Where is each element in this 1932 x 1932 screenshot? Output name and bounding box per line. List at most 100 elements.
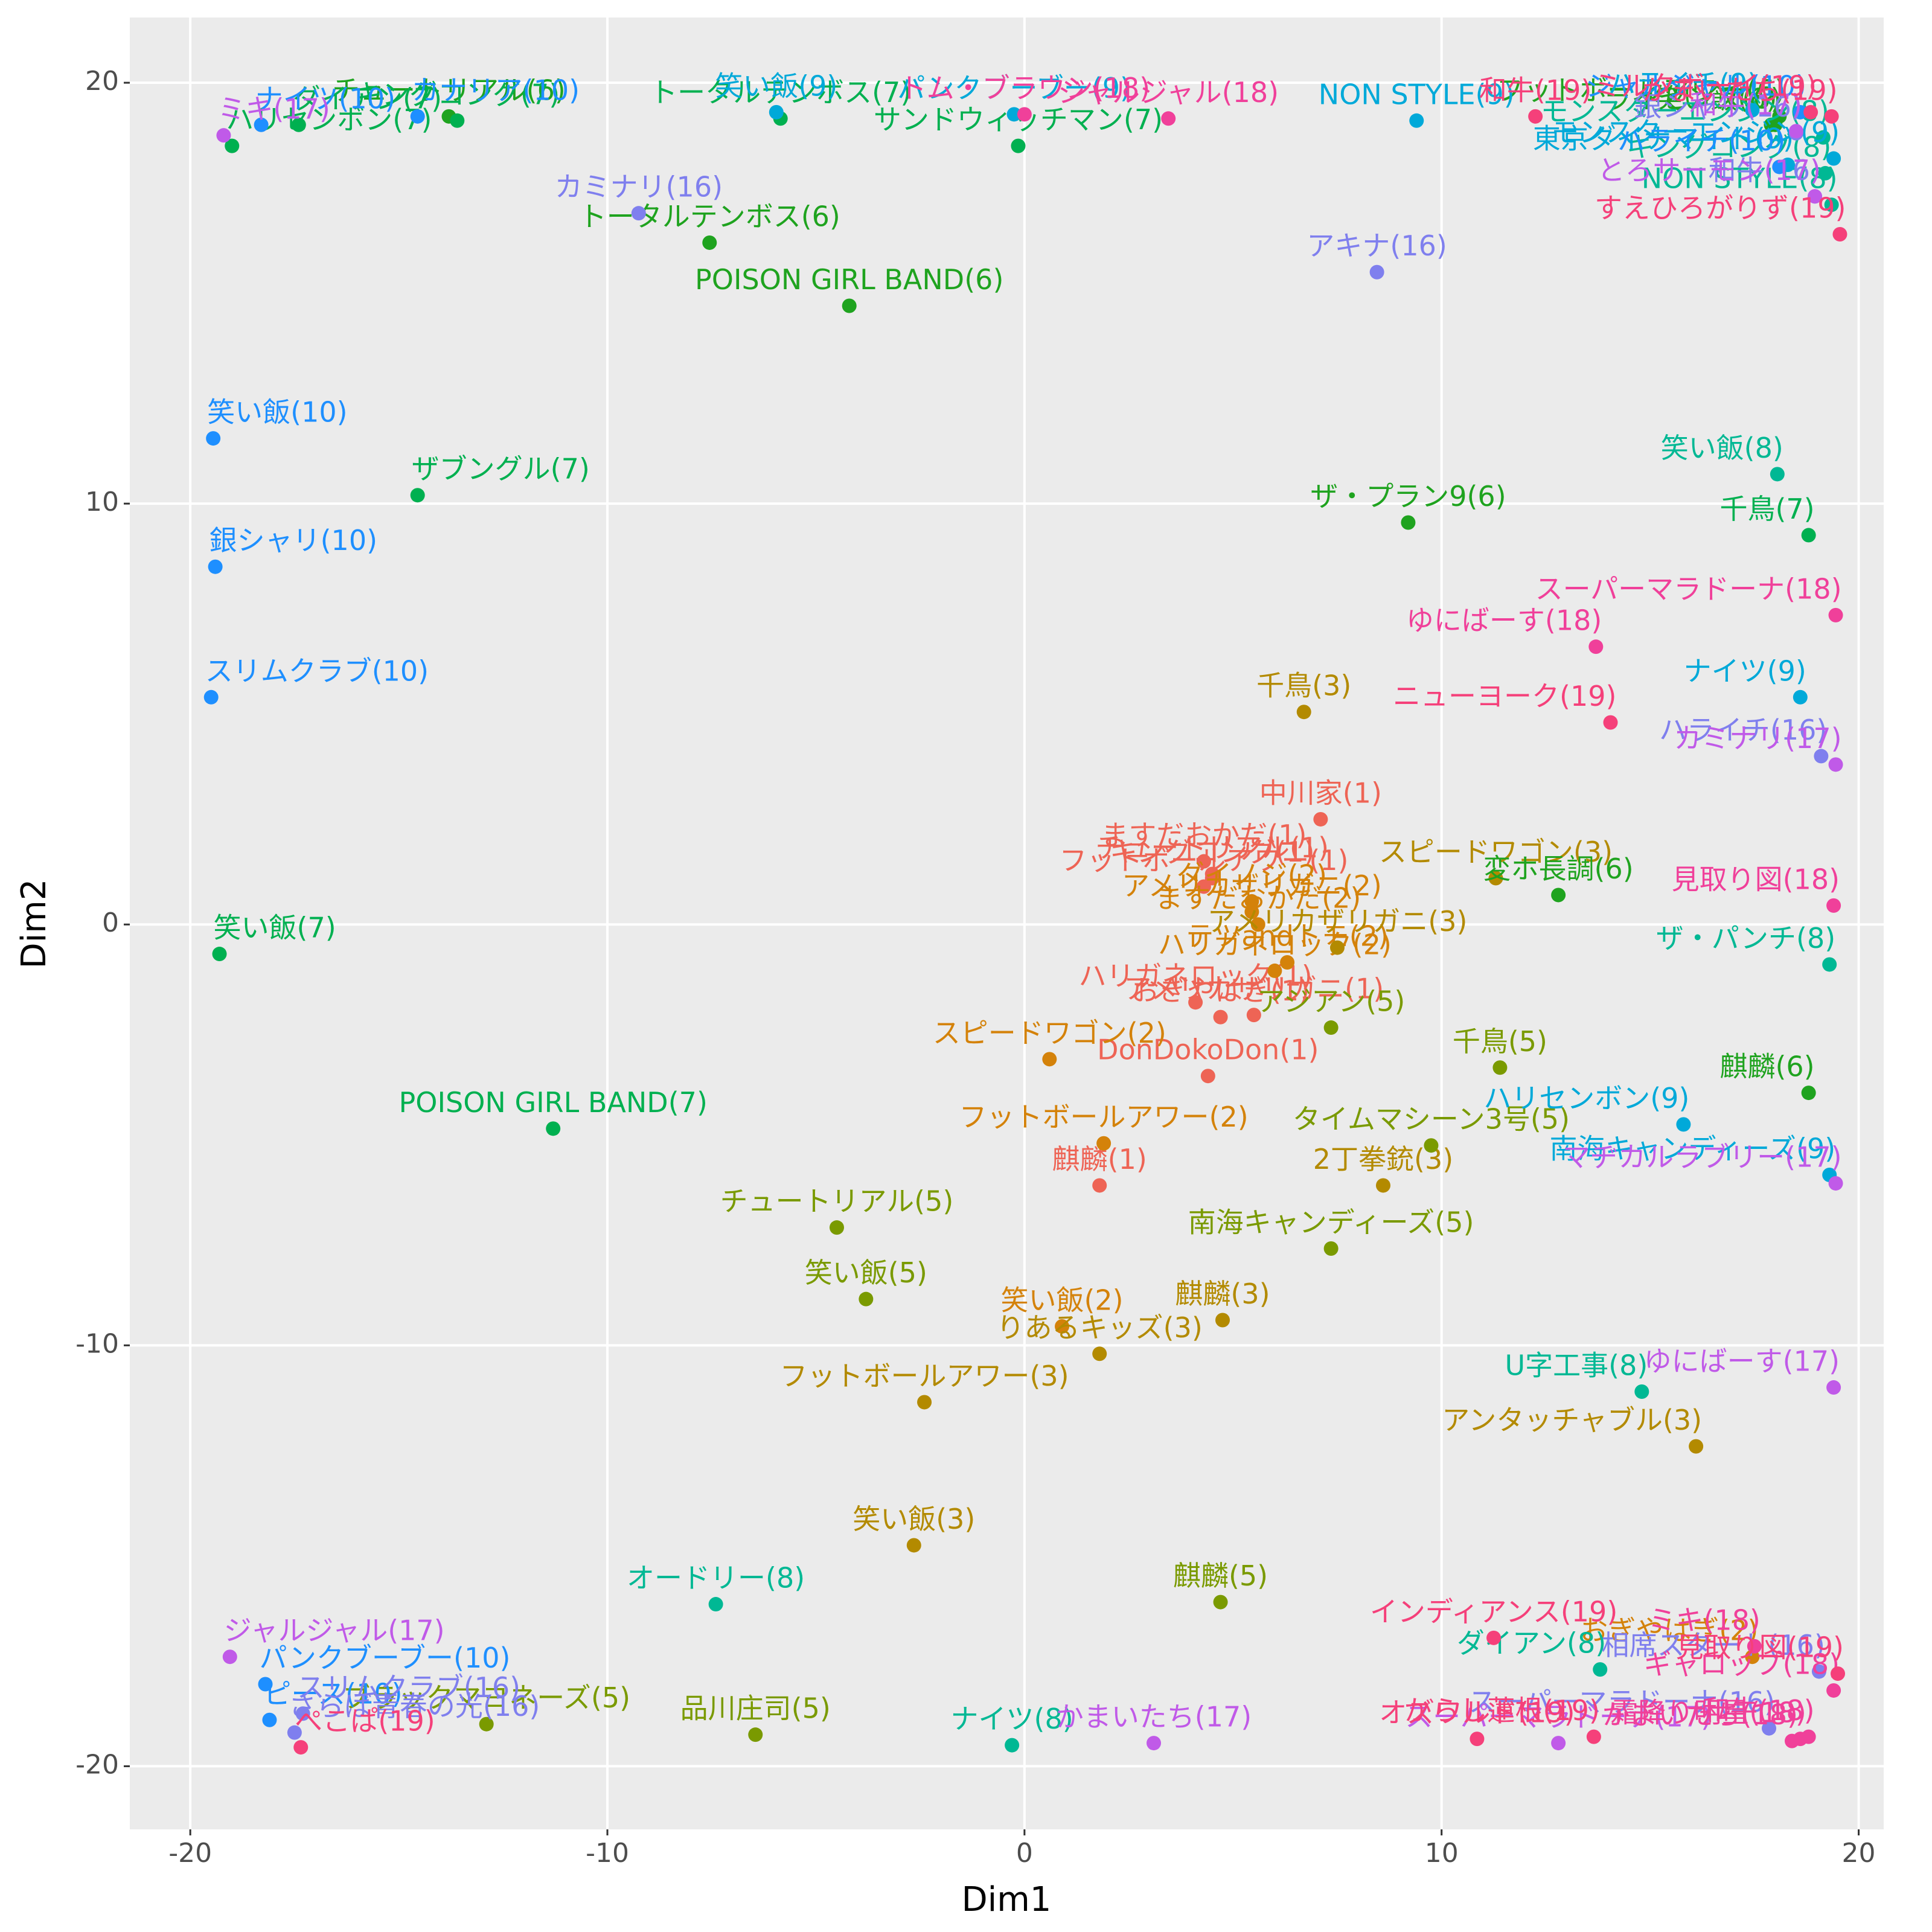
point-label: 変ホ長調(6) <box>1483 852 1634 885</box>
y-tick-label: 10 <box>85 487 119 517</box>
point <box>410 488 425 503</box>
point <box>1011 138 1026 153</box>
point-label: ブラックマヨネーズ(5) <box>342 1681 630 1714</box>
point <box>1689 1439 1704 1454</box>
point-label: ジャルジャル(10) <box>1585 69 1806 102</box>
point <box>1006 107 1022 122</box>
point-label: トム・ブラウン(18) <box>899 72 1150 104</box>
point <box>917 1395 932 1410</box>
point <box>1323 1020 1339 1035</box>
point <box>295 1706 310 1721</box>
point <box>1803 104 1818 120</box>
point-label: 見取り図(19) <box>1676 1631 1844 1664</box>
point <box>1793 689 1808 705</box>
y-axis-title: Dim2 <box>14 879 54 969</box>
point <box>829 1220 844 1235</box>
point <box>1828 757 1843 772</box>
point-label: フットボールアワー(6) <box>1496 74 1785 106</box>
point <box>1788 124 1803 139</box>
point-label: カナリア(10) <box>412 74 580 106</box>
point <box>1747 1639 1762 1654</box>
point <box>1814 749 1829 764</box>
point <box>1818 165 1833 181</box>
point-label: からし蓮根(19) <box>1404 1694 1599 1727</box>
point-label: インディアンス(19) <box>1370 1595 1617 1628</box>
point-label: ダイノジ(2) <box>1177 859 1327 891</box>
point <box>1401 515 1416 530</box>
point <box>1092 1346 1107 1361</box>
point-label: アメリカザリガニ(3) <box>1208 905 1468 938</box>
point <box>1768 117 1783 132</box>
point <box>1369 264 1384 280</box>
point-label: POISON GIRL BAND(7) <box>399 1086 708 1119</box>
point-label: POISON GIRL BAND(6) <box>695 263 1003 296</box>
point <box>1244 894 1259 909</box>
point-label: フットボールアワー(1) <box>1059 844 1348 877</box>
point <box>1196 854 1211 869</box>
point <box>287 1725 302 1740</box>
point-label: チュートリアル(5) <box>720 1185 954 1218</box>
point <box>1042 1052 1057 1067</box>
point <box>222 1649 237 1665</box>
point-label: 相席スタート(16) <box>1601 1629 1825 1662</box>
point-label: 和牛(18) <box>1702 1694 1814 1727</box>
point <box>1762 1721 1777 1736</box>
point-label: 和牛(17) <box>1689 89 1802 121</box>
point-label: 東京ダイナマイト(9) <box>1533 122 1794 155</box>
point-label: スリムクラブ(10) <box>205 654 429 687</box>
point <box>1831 1666 1846 1681</box>
point <box>1588 639 1604 654</box>
x-tick-label: 20 <box>1842 1838 1876 1869</box>
point <box>225 138 240 153</box>
point-label: 中川家(1) <box>1259 776 1382 809</box>
point-label: ハリガネロック(2) <box>1158 928 1392 961</box>
point <box>842 298 857 313</box>
point <box>1793 104 1808 120</box>
point-label: とろサーモン(17) <box>1598 154 1821 187</box>
point <box>1793 1732 1808 1747</box>
point-label: カミナリ(17) <box>1674 722 1841 755</box>
point-label: ますだおかだ(2) <box>1155 882 1361 915</box>
point-label: ぺこぱ(19) <box>295 1705 435 1738</box>
point-label: 笑い飯(3) <box>852 1503 975 1535</box>
point-label: ギャロップ(18) <box>1644 1648 1840 1680</box>
point <box>1296 705 1311 720</box>
x-tick-label: -20 <box>168 1838 212 1869</box>
y-tick-label: 20 <box>85 66 119 97</box>
point-label: ジャルジャル(17) <box>224 1614 445 1647</box>
point-label: 銀シャリ(10) <box>210 524 377 557</box>
point <box>1603 715 1618 730</box>
point-label: 銀シャリ(16) <box>1634 91 1802 123</box>
point-label: ますだおかだ(1) <box>1101 819 1307 851</box>
x-tick-label: 10 <box>1425 1838 1459 1869</box>
point <box>1486 1630 1502 1645</box>
point <box>1824 109 1839 124</box>
point <box>1551 1736 1566 1751</box>
point-label: ミキ(18) <box>1648 1604 1760 1636</box>
point-label: 見取り図(18) <box>1672 863 1840 895</box>
point <box>1213 1595 1228 1610</box>
point-label: 麒麟(5) <box>1173 1559 1268 1592</box>
point-label: キングコング(1) <box>1110 836 1315 868</box>
y-tick-label: -20 <box>75 1749 119 1780</box>
point-label: アメリカザリガニ(1) <box>1124 973 1384 1005</box>
point <box>1215 1313 1230 1328</box>
point-label: かまいたち(18) <box>1602 1698 1798 1731</box>
point <box>1822 957 1837 972</box>
point-label: パンクブーブー(9) <box>897 72 1131 104</box>
point-label: おぎやはぎ(2) <box>1580 1614 1758 1647</box>
x-tick-label: 0 <box>1016 1838 1033 1869</box>
point <box>906 1538 921 1553</box>
point-label: 千鳥(5) <box>1453 1025 1547 1058</box>
point-label: マヂカルラブリー(17) <box>1563 1140 1841 1173</box>
point <box>1772 159 1787 174</box>
point-label: タイムマシーン3号(5) <box>1293 1103 1570 1136</box>
point-label: スーパーマラドーナ(17) <box>1405 1701 1712 1733</box>
point <box>208 559 223 574</box>
point <box>1005 1738 1020 1753</box>
point-label: かまいたち(17) <box>1056 1701 1252 1733</box>
point-label: チュートリアル(6) <box>332 74 566 106</box>
point-label: 笑い飯(7) <box>214 912 336 944</box>
point <box>1424 1138 1439 1153</box>
